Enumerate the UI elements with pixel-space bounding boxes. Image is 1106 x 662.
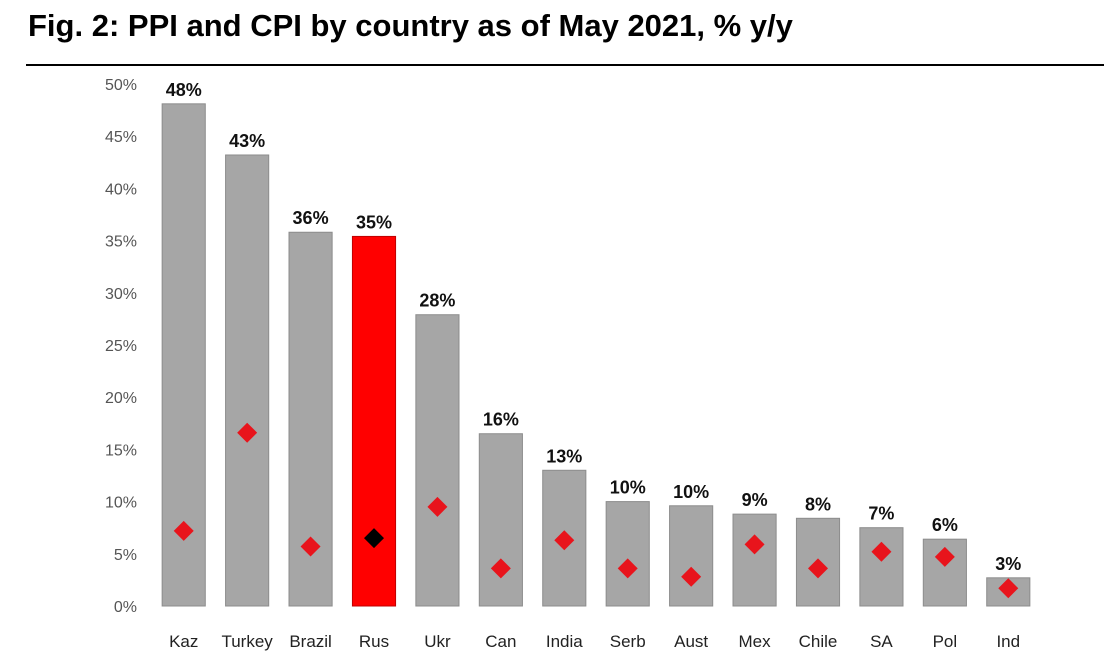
x-tick-label: India bbox=[546, 632, 583, 651]
y-tick-label: 45% bbox=[105, 129, 137, 146]
cpi-marker-ind bbox=[998, 578, 1019, 599]
cpi-marker-can bbox=[490, 558, 511, 579]
x-tick-label: Ukr bbox=[424, 632, 451, 651]
x-tick-label: Ind bbox=[996, 632, 1020, 651]
x-tick-label: Aust bbox=[674, 632, 708, 651]
data-label-ukr: 28% bbox=[419, 291, 455, 311]
cpi-marker-brazil bbox=[300, 536, 321, 557]
data-label-aust: 10% bbox=[673, 482, 709, 502]
x-tick-label: Rus bbox=[359, 632, 389, 651]
x-tick-label: Can bbox=[485, 632, 516, 651]
cpi-marker-aust bbox=[681, 566, 702, 587]
data-label-pol: 6% bbox=[932, 515, 958, 535]
x-tick-label: Chile bbox=[799, 632, 838, 651]
data-label-serb: 10% bbox=[610, 478, 646, 498]
data-label-chile: 8% bbox=[805, 494, 831, 514]
bar-can bbox=[478, 433, 523, 607]
bar-turkey bbox=[225, 154, 270, 607]
cpi-marker-chile bbox=[808, 558, 828, 579]
y-tick-label: 30% bbox=[105, 286, 137, 303]
x-tick-label: SA bbox=[870, 632, 893, 651]
cpi-marker-india bbox=[554, 530, 575, 551]
bar-mex bbox=[732, 513, 777, 607]
data-label-brazil: 36% bbox=[293, 208, 329, 228]
x-tick-label: Serb bbox=[610, 632, 646, 651]
bar-ukr bbox=[415, 314, 460, 607]
x-tick-label: Kaz bbox=[169, 632, 198, 651]
cpi-marker-sa bbox=[871, 541, 892, 562]
cpi-marker-ukr bbox=[427, 496, 448, 517]
bars bbox=[161, 103, 1031, 607]
bar-aust bbox=[669, 505, 714, 607]
x-axis: Kaz Turkey Brazil Rus Ukr Can India Serb Aust Mex… bbox=[169, 632, 1020, 651]
data-label-ind: 3% bbox=[995, 554, 1021, 574]
cpi-marker-pol bbox=[934, 546, 955, 567]
bar-sa bbox=[859, 527, 904, 607]
cpi-marker-kaz bbox=[173, 520, 194, 541]
bar-rus bbox=[351, 235, 397, 607]
cpi-marker-mex bbox=[744, 534, 765, 555]
data-label-turkey: 43% bbox=[229, 131, 265, 151]
cpi-markers bbox=[173, 422, 1019, 599]
y-tick-label: 15% bbox=[105, 442, 137, 459]
data-label-india: 13% bbox=[546, 446, 582, 466]
cpi-marker-rus bbox=[364, 528, 384, 549]
data-label-sa: 7% bbox=[868, 504, 894, 524]
data-labels: 48% 43% 36% 35% 28% 16% 13% 10% 10% 9% 8% 7% 6% 3% bbox=[166, 80, 1022, 574]
y-tick-label: 25% bbox=[105, 338, 137, 355]
bar-serb bbox=[605, 501, 650, 607]
data-label-mex: 9% bbox=[742, 490, 768, 510]
x-tick-label: Pol bbox=[933, 632, 958, 651]
y-tick-label: 5% bbox=[114, 547, 137, 564]
y-tick-label: 20% bbox=[105, 390, 137, 407]
data-label-can: 16% bbox=[483, 410, 519, 430]
y-tick-label: 40% bbox=[105, 181, 137, 198]
y-axis: 0% 5% 10% 15% 20% 25% 30% 35% 40% 45% 50% bbox=[105, 77, 137, 616]
x-tick-label: Brazil bbox=[289, 632, 332, 651]
x-tick-label: Mex bbox=[739, 632, 772, 651]
chart-title: Fig. 2: PPI and CPI by country as of May… bbox=[28, 8, 793, 43]
cpi-marker-turkey bbox=[237, 422, 258, 443]
data-label-rus: 35% bbox=[356, 212, 392, 232]
cpi-marker-serb bbox=[617, 558, 638, 579]
y-tick-label: 10% bbox=[105, 495, 137, 512]
y-tick-label: 50% bbox=[105, 77, 137, 94]
x-tick-label: Turkey bbox=[221, 632, 273, 651]
y-tick-label: 35% bbox=[105, 234, 137, 251]
title-rule bbox=[26, 64, 1104, 66]
data-label-kaz: 48% bbox=[166, 80, 202, 100]
y-tick-label: 0% bbox=[114, 599, 137, 616]
